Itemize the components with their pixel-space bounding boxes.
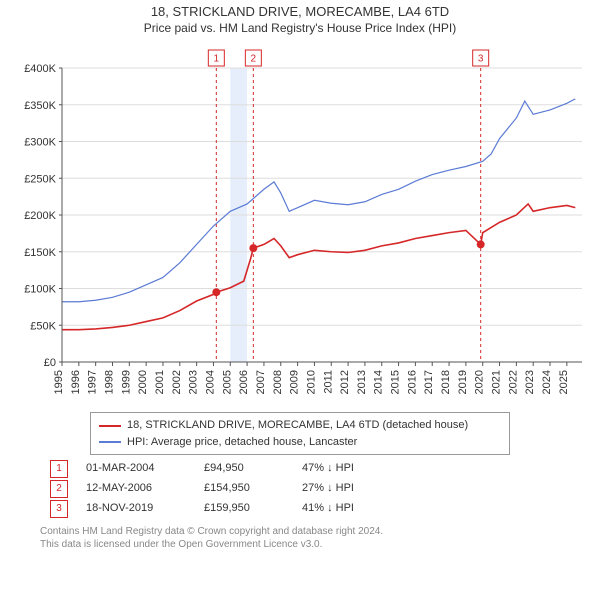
svg-text:2025: 2025: [558, 370, 570, 394]
svg-text:£50K: £50K: [30, 321, 56, 333]
svg-text:£200K: £200K: [24, 210, 56, 222]
svg-text:2004: 2004: [204, 370, 216, 394]
legend-label: 18, STRICKLAND DRIVE, MORECAMBE, LA4 6TD…: [127, 417, 468, 434]
legend-swatch: [99, 425, 121, 427]
svg-text:2: 2: [251, 54, 257, 65]
svg-text:1999: 1999: [120, 370, 132, 394]
sale-price: £94,950: [204, 459, 284, 479]
svg-text:2007: 2007: [255, 370, 267, 394]
svg-text:£150K: £150K: [24, 247, 56, 259]
legend-item: 18, STRICKLAND DRIVE, MORECAMBE, LA4 6TD…: [99, 417, 501, 434]
sale-badge: 1: [50, 460, 68, 478]
svg-text:£350K: £350K: [24, 100, 56, 112]
svg-text:2005: 2005: [221, 370, 233, 394]
sale-date: 01-MAR-2004: [86, 459, 186, 479]
svg-text:2018: 2018: [440, 370, 452, 394]
svg-text:1: 1: [214, 54, 220, 65]
sale-date: 12-MAY-2006: [86, 479, 186, 499]
sale-badge: 2: [50, 480, 68, 498]
svg-text:2017: 2017: [423, 370, 435, 394]
svg-text:2024: 2024: [541, 370, 553, 394]
svg-text:2000: 2000: [137, 370, 149, 394]
svg-text:£400K: £400K: [24, 63, 56, 75]
sale-diff: 41% ↓ HPI: [302, 499, 382, 519]
footer: Contains HM Land Registry data © Crown c…: [40, 525, 560, 552]
svg-text:2002: 2002: [171, 370, 183, 394]
footer-line-1: Contains HM Land Registry data © Crown c…: [40, 525, 560, 539]
sales-table: 1 01-MAR-2004 £94,950 47% ↓ HPI 2 12-MAY-2006…: [50, 459, 550, 518]
legend-swatch: [99, 441, 121, 443]
page-title: 18, STRICKLAND DRIVE, MORECAMBE, LA4 6TD: [8, 4, 592, 21]
sale-row: 1 01-MAR-2004 £94,950 47% ↓ HPI: [50, 459, 550, 479]
sale-diff: 47% ↓ HPI: [302, 459, 382, 479]
svg-text:£100K: £100K: [24, 284, 56, 296]
svg-text:2010: 2010: [305, 370, 317, 394]
sale-row: 2 12-MAY-2006 £154,950 27% ↓ HPI: [50, 479, 550, 499]
svg-text:2021: 2021: [491, 370, 503, 394]
svg-text:3: 3: [478, 54, 484, 65]
svg-text:2016: 2016: [406, 370, 418, 394]
svg-text:£0: £0: [44, 357, 56, 369]
svg-text:£300K: £300K: [24, 137, 56, 149]
svg-text:2023: 2023: [524, 370, 536, 394]
legend-label: HPI: Average price, detached house, Lanc…: [127, 434, 357, 451]
svg-text:2008: 2008: [272, 370, 284, 394]
legend: 18, STRICKLAND DRIVE, MORECAMBE, LA4 6TD…: [90, 412, 510, 455]
sale-badge: 3: [50, 500, 68, 518]
sale-price: £154,950: [204, 479, 284, 499]
chart-svg: £0 £50K £100K £150K £200K £250K £300K £350K £400…: [8, 40, 592, 410]
svg-text:1998: 1998: [103, 370, 115, 394]
svg-text:2019: 2019: [457, 370, 469, 394]
sale-diff: 27% ↓ HPI: [302, 479, 382, 499]
svg-text:2015: 2015: [390, 370, 402, 394]
svg-text:2012: 2012: [339, 370, 351, 394]
svg-text:2006: 2006: [238, 370, 250, 394]
legend-item: HPI: Average price, detached house, Lanc…: [99, 434, 501, 451]
page: 18, STRICKLAND DRIVE, MORECAMBE, LA4 6TD…: [0, 0, 600, 590]
svg-text:2001: 2001: [154, 370, 166, 394]
svg-text:2020: 2020: [474, 370, 486, 394]
footer-line-2: This data is licensed under the Open Gov…: [40, 538, 560, 552]
svg-text:1996: 1996: [70, 370, 82, 394]
svg-text:2014: 2014: [373, 370, 385, 394]
svg-text:£250K: £250K: [24, 174, 56, 186]
page-subtitle: Price paid vs. HM Land Registry's House …: [8, 21, 592, 37]
svg-text:1995: 1995: [53, 370, 65, 394]
chart: £0 £50K £100K £150K £200K £250K £300K £350K £400…: [8, 40, 592, 410]
svg-text:2009: 2009: [289, 370, 301, 394]
svg-text:2003: 2003: [188, 370, 200, 394]
svg-text:2022: 2022: [507, 370, 519, 394]
sale-price: £159,950: [204, 499, 284, 519]
svg-text:2011: 2011: [322, 370, 334, 394]
sale-date: 18-NOV-2019: [86, 499, 186, 519]
sale-row: 3 18-NOV-2019 £159,950 41% ↓ HPI: [50, 499, 550, 519]
svg-text:2013: 2013: [356, 370, 368, 394]
svg-text:1997: 1997: [87, 370, 99, 394]
